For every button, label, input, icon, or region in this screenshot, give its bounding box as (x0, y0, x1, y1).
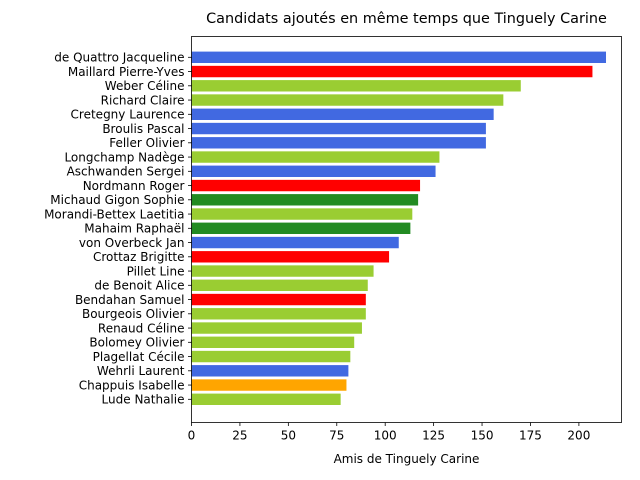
y-tick-label: Richard Claire (101, 93, 185, 107)
bar (191, 336, 355, 348)
x-tick-label: 100 (374, 429, 397, 443)
x-axis-label: Amis de Tinguely Carine (334, 452, 480, 466)
y-tick-label: Cretegny Laurence (71, 108, 185, 122)
bars-group (191, 51, 607, 405)
y-tick-label: Morandi-Bettex Laetitia (44, 207, 184, 221)
y-tick-label: Broulis Pascal (102, 122, 184, 136)
bar (191, 222, 411, 234)
bar (191, 379, 347, 391)
x-tick-label: 25 (232, 429, 247, 443)
x-tick-label: 50 (281, 429, 296, 443)
bar (191, 251, 390, 263)
bar (191, 208, 413, 220)
y-tick-label: Plagellat Cécile (93, 350, 185, 364)
chart-title: Candidats ajoutés en même temps que Ting… (206, 11, 607, 27)
x-tick-label: 200 (567, 429, 590, 443)
x-tick-label: 0 (188, 429, 196, 443)
y-tick-label: Renaud Céline (98, 321, 185, 335)
y-tick-label: Aschwanden Sergei (67, 165, 185, 179)
x-tick-label: 150 (471, 429, 494, 443)
y-tick-label: Bendahan Samuel (75, 293, 185, 307)
bar (191, 165, 436, 177)
bar (191, 308, 366, 320)
x-axis-ticks: 0 25 50 75 100 125 150 175 200 (188, 422, 590, 443)
y-tick-label: de Benoit Alice (94, 279, 184, 293)
bar (191, 293, 366, 306)
y-tick-label: Longchamp Nadège (64, 150, 184, 164)
bar (191, 236, 399, 249)
y-tick-label: Wehrli Laurent (97, 364, 185, 378)
y-tick-label: Crottaz Brigitte (93, 250, 185, 264)
bar (191, 65, 593, 78)
y-tick-label: Weber Céline (105, 79, 185, 93)
bar (191, 108, 494, 120)
x-tick-label: 175 (519, 429, 542, 443)
bar (191, 322, 362, 334)
y-tick-label: Maillard Pierre-Yves (68, 65, 185, 79)
y-tick-label: Pillet Line (127, 264, 185, 278)
y-tick-label: Chappuis Isabelle (79, 378, 185, 392)
bar (191, 393, 341, 405)
y-tick-label: de Quattro Jacqueline (54, 51, 184, 65)
plot-frame (191, 36, 622, 423)
bar (191, 179, 421, 192)
bar (191, 279, 368, 291)
y-tick-label: Lude Nathalie (102, 393, 185, 407)
y-tick-label: Nordmann Roger (83, 179, 185, 193)
bar (191, 151, 440, 163)
bar (191, 94, 504, 106)
x-tick-label: 125 (422, 429, 445, 443)
y-tick-label: von Overbeck Jan (79, 236, 185, 250)
bar (191, 51, 607, 63)
y-tick-label: Mahaim Raphaël (84, 222, 184, 236)
y-tick-label: Bourgeois Olivier (82, 307, 185, 321)
bar (191, 137, 486, 149)
y-tick-label: Michaud Gigon Sophie (50, 193, 184, 207)
bar (191, 194, 419, 206)
bar (191, 350, 351, 363)
y-tick-label: Bolomey Olivier (89, 336, 184, 350)
y-tick-label: Feller Olivier (109, 136, 184, 150)
x-tick-label: 75 (329, 429, 344, 443)
bar (191, 365, 349, 377)
bar (191, 265, 374, 277)
bar (191, 80, 521, 92)
bar (191, 122, 486, 135)
